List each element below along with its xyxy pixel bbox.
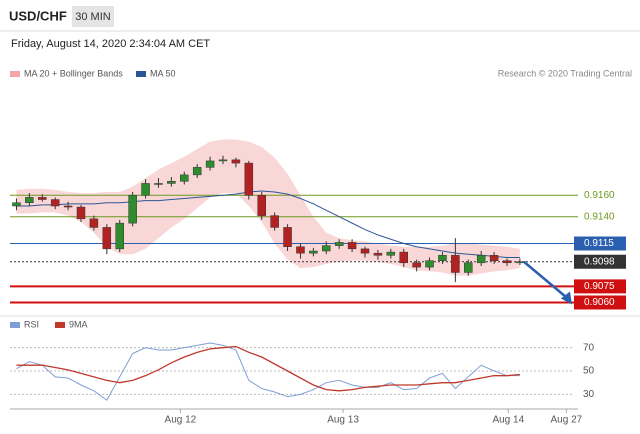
candle-body bbox=[76, 206, 86, 220]
candle-body bbox=[63, 205, 73, 208]
interval-badge bbox=[72, 6, 114, 27]
level-box bbox=[574, 295, 626, 310]
level-box bbox=[574, 254, 626, 269]
legend-label: 9MA bbox=[69, 319, 88, 329]
candle-body bbox=[89, 218, 99, 228]
candle-body bbox=[412, 262, 421, 268]
candle-body bbox=[438, 255, 447, 261]
candle-body bbox=[360, 248, 370, 254]
interval: 30 MIN bbox=[75, 11, 111, 23]
candle-body bbox=[12, 202, 21, 207]
level-label: 0.9140 bbox=[584, 211, 615, 222]
forecast-arrow bbox=[523, 260, 570, 301]
candle-body bbox=[502, 260, 512, 264]
candle-body bbox=[154, 183, 163, 185]
level-label: 0.9075 bbox=[584, 281, 615, 292]
ma50-line bbox=[16, 190, 520, 258]
level-label: 0.9115 bbox=[584, 238, 614, 249]
candle-body bbox=[451, 255, 460, 273]
candle-body bbox=[476, 255, 486, 264]
candle-body bbox=[50, 199, 60, 207]
level-box bbox=[574, 236, 626, 251]
candle-body bbox=[515, 261, 525, 264]
legend-label: MA 20 + Bollinger Bands bbox=[24, 68, 123, 78]
x-tick-label: Aug 12 bbox=[165, 415, 197, 426]
candle-body bbox=[425, 260, 434, 268]
candle-body bbox=[270, 215, 279, 228]
legend-swatch bbox=[55, 322, 65, 328]
candle-body bbox=[347, 242, 357, 250]
x-tick-label: Aug 27 bbox=[551, 415, 583, 426]
candle-body bbox=[167, 181, 176, 184]
candle-body bbox=[141, 183, 150, 196]
bollinger-band bbox=[16, 139, 520, 276]
candle-body bbox=[283, 227, 292, 247]
candle-body bbox=[322, 245, 331, 252]
candle-body bbox=[257, 194, 266, 216]
candle-body bbox=[244, 162, 254, 196]
credit: Research © 2020 Trading Central bbox=[498, 68, 632, 78]
y-tick-label: 70 bbox=[583, 342, 595, 353]
candle-body bbox=[373, 252, 383, 256]
y-tick-label: 50 bbox=[583, 366, 595, 377]
legend-swatch bbox=[10, 71, 20, 77]
legend-swatch bbox=[10, 322, 20, 328]
candle-body bbox=[309, 250, 318, 254]
x-tick-label: Aug 14 bbox=[492, 415, 524, 426]
x-tick-label: Aug 13 bbox=[327, 415, 359, 426]
candle-body bbox=[464, 262, 473, 273]
candle-body bbox=[192, 167, 202, 176]
legend-label: MA 50 bbox=[150, 68, 176, 78]
indicator-line bbox=[16, 345, 520, 392]
candle-body bbox=[102, 227, 112, 250]
candle-body bbox=[231, 159, 241, 164]
candle-body bbox=[25, 197, 34, 204]
candle-body bbox=[386, 251, 396, 256]
y-tick-label: 30 bbox=[583, 389, 595, 400]
symbol: USD/CHF bbox=[9, 8, 67, 23]
timestamp: Friday, August 14, 2020 2:34:04 AM CET bbox=[11, 38, 210, 50]
candle-body bbox=[115, 222, 124, 250]
candle-body bbox=[38, 197, 47, 200]
candle-body bbox=[128, 194, 137, 224]
candle-body bbox=[218, 159, 228, 162]
forecast-arrowhead bbox=[560, 291, 572, 305]
candle-body bbox=[489, 255, 499, 261]
level-label: 0.9160 bbox=[584, 190, 615, 201]
level-label: 0.9060 bbox=[584, 297, 615, 308]
candle-body bbox=[205, 160, 215, 168]
legend-swatch bbox=[136, 71, 146, 77]
candle-body bbox=[296, 246, 305, 254]
level-label: 0.9098 bbox=[584, 256, 615, 267]
indicator-line bbox=[16, 342, 520, 401]
candle-body bbox=[334, 242, 344, 246]
legend-label: RSI bbox=[24, 319, 39, 329]
candle-body bbox=[180, 174, 189, 182]
candle-body bbox=[399, 251, 408, 264]
level-box bbox=[574, 279, 626, 294]
